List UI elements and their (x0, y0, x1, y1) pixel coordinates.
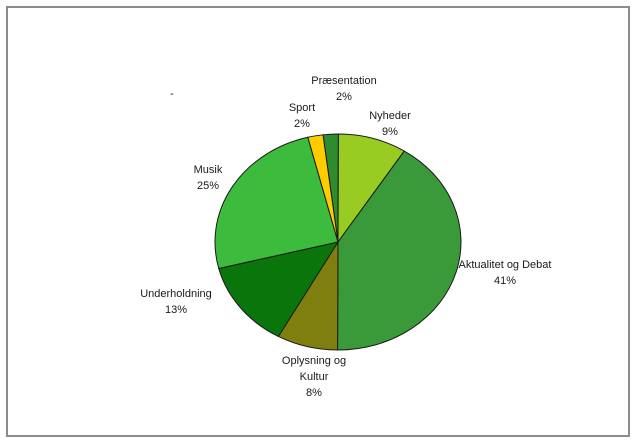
stray-mark: - (170, 88, 174, 100)
slice-label-3: Oplysning og Kultur 8% (282, 355, 346, 399)
pie-slice-2 (337, 150, 462, 351)
pie-slice-5 (214, 136, 339, 270)
slice-label-5: Musik 25% (194, 164, 223, 192)
slice-label-6: Sport 2% (289, 102, 315, 130)
slice-label-4: Underholdning 13% (140, 288, 212, 316)
slice-label-2: Aktualitet og Debat 41% (459, 259, 552, 287)
pie-slice-4 (218, 241, 340, 338)
pie-slice-6 (307, 134, 339, 243)
slice-label-1: Nyheder 9% (369, 110, 411, 138)
slice-label-0: Præsentation 2% (311, 75, 376, 103)
